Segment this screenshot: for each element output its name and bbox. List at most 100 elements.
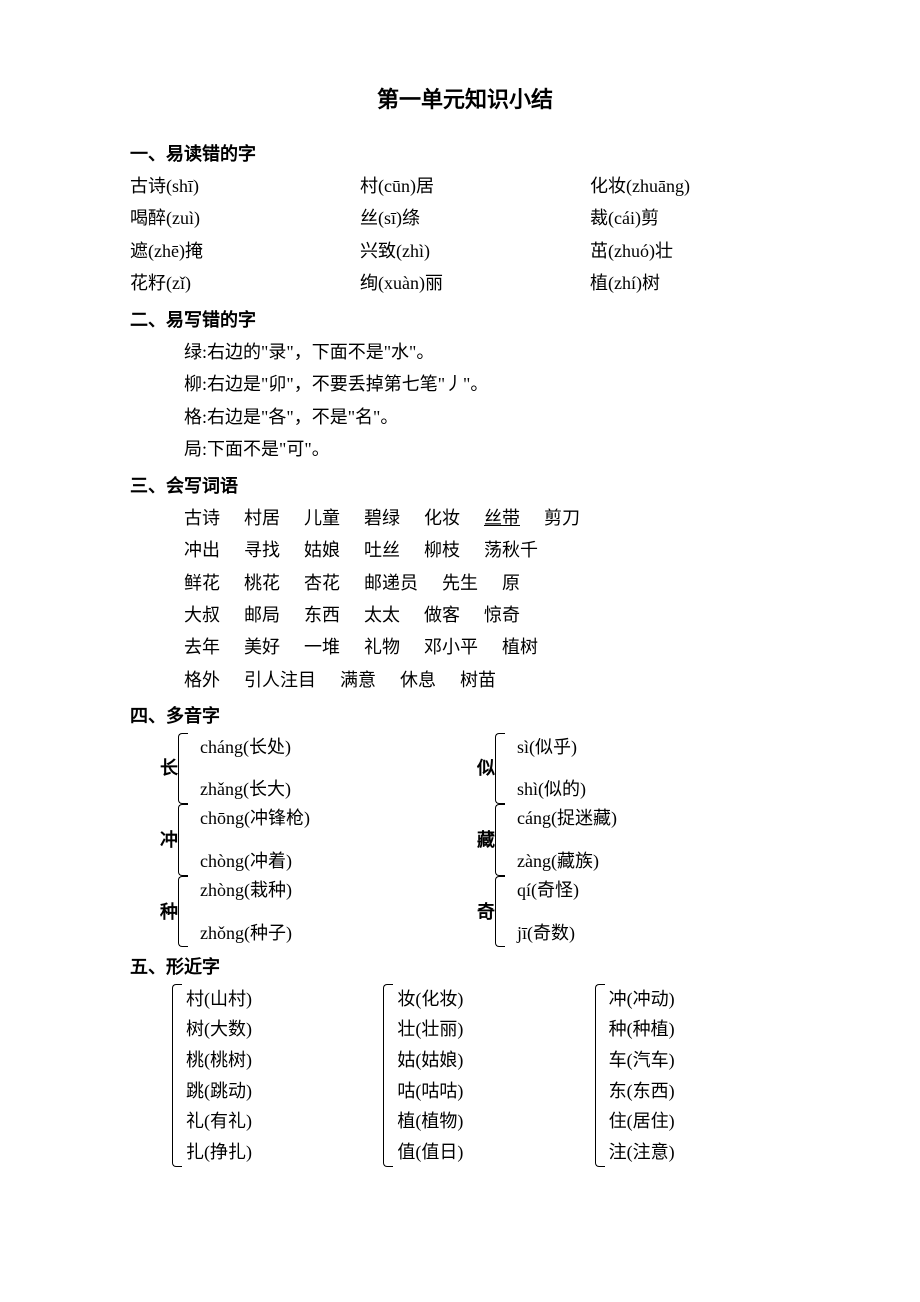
shape-line: 壮(壮丽)	[397, 1014, 588, 1045]
brace-icon	[172, 984, 182, 1168]
word: 丝带	[484, 502, 520, 534]
reading: zhǒng(种子)	[200, 919, 483, 948]
shape-line: 种(种植)	[609, 1014, 800, 1045]
pinyin-item: 花籽(zǐ)	[130, 267, 340, 299]
reading: zhǎng(长大)	[200, 775, 483, 804]
pinyin-item: 古诗(shī)	[130, 170, 340, 202]
pinyin-item: 茁(zhuó)壮	[590, 235, 800, 267]
multi-char: 长	[160, 752, 178, 784]
shape-line: 桃(桃树)	[186, 1045, 377, 1076]
rule-line: 绿:右边的"录"，下面不是"水"。	[130, 336, 800, 368]
word: 美好	[244, 631, 280, 663]
section4-heading: 四、多音字	[130, 700, 800, 732]
reading: shì(似的)	[517, 775, 800, 804]
shape-line: 礼(有礼)	[186, 1106, 377, 1137]
reading: zàng(藏族)	[517, 847, 800, 876]
word: 儿童	[304, 502, 340, 534]
word: 原	[502, 567, 520, 599]
page-title: 第一单元知识小结	[130, 80, 800, 120]
multi-group: 冲 chōng(冲锋枪) chòng(冲着)	[166, 804, 483, 876]
multi-char: 种	[160, 895, 178, 927]
word: 剪刀	[544, 502, 580, 534]
shape-line: 村(山村)	[186, 984, 377, 1015]
word: 杏花	[304, 567, 340, 599]
shape-line: 冲(冲动)	[609, 984, 800, 1015]
multi-group: 长 cháng(长处) zhǎng(长大)	[166, 733, 483, 805]
section3-content: 古诗 村居 儿童 碧绿 化妆 丝带 剪刀 冲出 寻找 姑娘 吐丝 柳枝 荡秋千 …	[130, 502, 800, 696]
word: 化妆	[424, 502, 460, 534]
shape-line: 东(东西)	[609, 1076, 800, 1107]
section5-heading: 五、形近字	[130, 951, 800, 983]
pinyin-item: 绚(xuàn)丽	[360, 267, 570, 299]
shape-line: 姑(姑娘)	[397, 1045, 588, 1076]
word: 寻找	[244, 534, 280, 566]
brace-icon	[495, 804, 505, 876]
word: 荡秋千	[484, 534, 538, 566]
reading: sì(似乎)	[517, 733, 800, 762]
shape-line: 咕(咕咕)	[397, 1076, 588, 1107]
multi-group: 种 zhòng(栽种) zhǒng(种子)	[166, 876, 483, 948]
word: 先生	[442, 567, 478, 599]
rule-line: 柳:右边是"卯"，不要丢掉第七笔"丿"。	[130, 368, 800, 400]
word: 柳枝	[424, 534, 460, 566]
shape-line: 妆(化妆)	[397, 984, 588, 1015]
shape-line: 扎(挣扎)	[186, 1137, 377, 1168]
brace-icon	[595, 984, 605, 1168]
multi-group: 奇 qí(奇怪) jī(奇数)	[483, 876, 800, 948]
reading: chòng(冲着)	[200, 847, 483, 876]
shape-col: 冲(冲动) 种(种植) 车(汽车) 东(东西) 住(居住) 注(注意)	[589, 984, 800, 1168]
shape-col: 村(山村) 树(大数) 桃(桃树) 跳(跳动) 礼(有礼) 扎(挣扎)	[166, 984, 377, 1168]
section2-content: 绿:右边的"录"，下面不是"水"。 柳:右边是"卯"，不要丢掉第七笔"丿"。 格…	[130, 336, 800, 466]
word: 树苗	[460, 664, 496, 696]
brace-icon	[178, 804, 188, 876]
multi-char: 冲	[160, 824, 178, 856]
pinyin-item: 化妆(zhuāng)	[590, 170, 800, 202]
shape-line: 跳(跳动)	[186, 1076, 377, 1107]
rule-line: 局:下面不是"可"。	[130, 433, 800, 465]
multi-char: 似	[477, 752, 495, 784]
brace-icon	[178, 876, 188, 948]
word: 惊奇	[484, 599, 520, 631]
reading: zhòng(栽种)	[200, 876, 483, 905]
word: 鲜花	[184, 567, 220, 599]
word: 休息	[400, 664, 436, 696]
word: 东西	[304, 599, 340, 631]
pinyin-item: 喝醉(zuì)	[130, 202, 340, 234]
pinyin-item: 遮(zhē)掩	[130, 235, 340, 267]
reading: chōng(冲锋枪)	[200, 804, 483, 833]
word: 村居	[244, 502, 280, 534]
shape-line: 注(注意)	[609, 1137, 800, 1168]
word: 一堆	[304, 631, 340, 663]
brace-icon	[383, 984, 393, 1168]
brace-icon	[495, 733, 505, 805]
word: 去年	[184, 631, 220, 663]
multi-group: 似 sì(似乎) shì(似的)	[483, 733, 800, 805]
multi-group: 藏 cáng(捉迷藏) zàng(藏族)	[483, 804, 800, 876]
reading: qí(奇怪)	[517, 876, 800, 905]
section5-content: 村(山村) 树(大数) 桃(桃树) 跳(跳动) 礼(有礼) 扎(挣扎) 妆(化妆…	[130, 984, 800, 1168]
shape-line: 车(汽车)	[609, 1045, 800, 1076]
word: 吐丝	[364, 534, 400, 566]
word: 礼物	[364, 631, 400, 663]
shape-col: 妆(化妆) 壮(壮丽) 姑(姑娘) 咕(咕咕) 植(植物) 值(值日)	[377, 984, 588, 1168]
word: 格外	[184, 664, 220, 696]
section1-content: 古诗(shī) 村(cūn)居 化妆(zhuāng) 喝醉(zuì) 丝(sī)…	[130, 170, 800, 300]
brace-icon	[495, 876, 505, 948]
section2-heading: 二、易写错的字	[130, 304, 800, 336]
word: 古诗	[184, 502, 220, 534]
word: 邮局	[244, 599, 280, 631]
reading: cáng(捉迷藏)	[517, 804, 800, 833]
shape-line: 住(居住)	[609, 1106, 800, 1137]
word: 植树	[502, 631, 538, 663]
pinyin-item: 裁(cái)剪	[590, 202, 800, 234]
shape-line: 值(值日)	[397, 1137, 588, 1168]
pinyin-item: 兴致(zhì)	[360, 235, 570, 267]
rule-line: 格:右边是"各"，不是"名"。	[130, 401, 800, 433]
section4-content: 长 cháng(长处) zhǎng(长大) 冲 chōng(冲锋枪) chòng…	[130, 733, 800, 948]
word: 冲出	[184, 534, 220, 566]
reading: jī(奇数)	[517, 919, 800, 948]
word: 太太	[364, 599, 400, 631]
word: 邓小平	[424, 631, 478, 663]
pinyin-item: 丝(sī)绦	[360, 202, 570, 234]
word: 邮递员	[364, 567, 418, 599]
